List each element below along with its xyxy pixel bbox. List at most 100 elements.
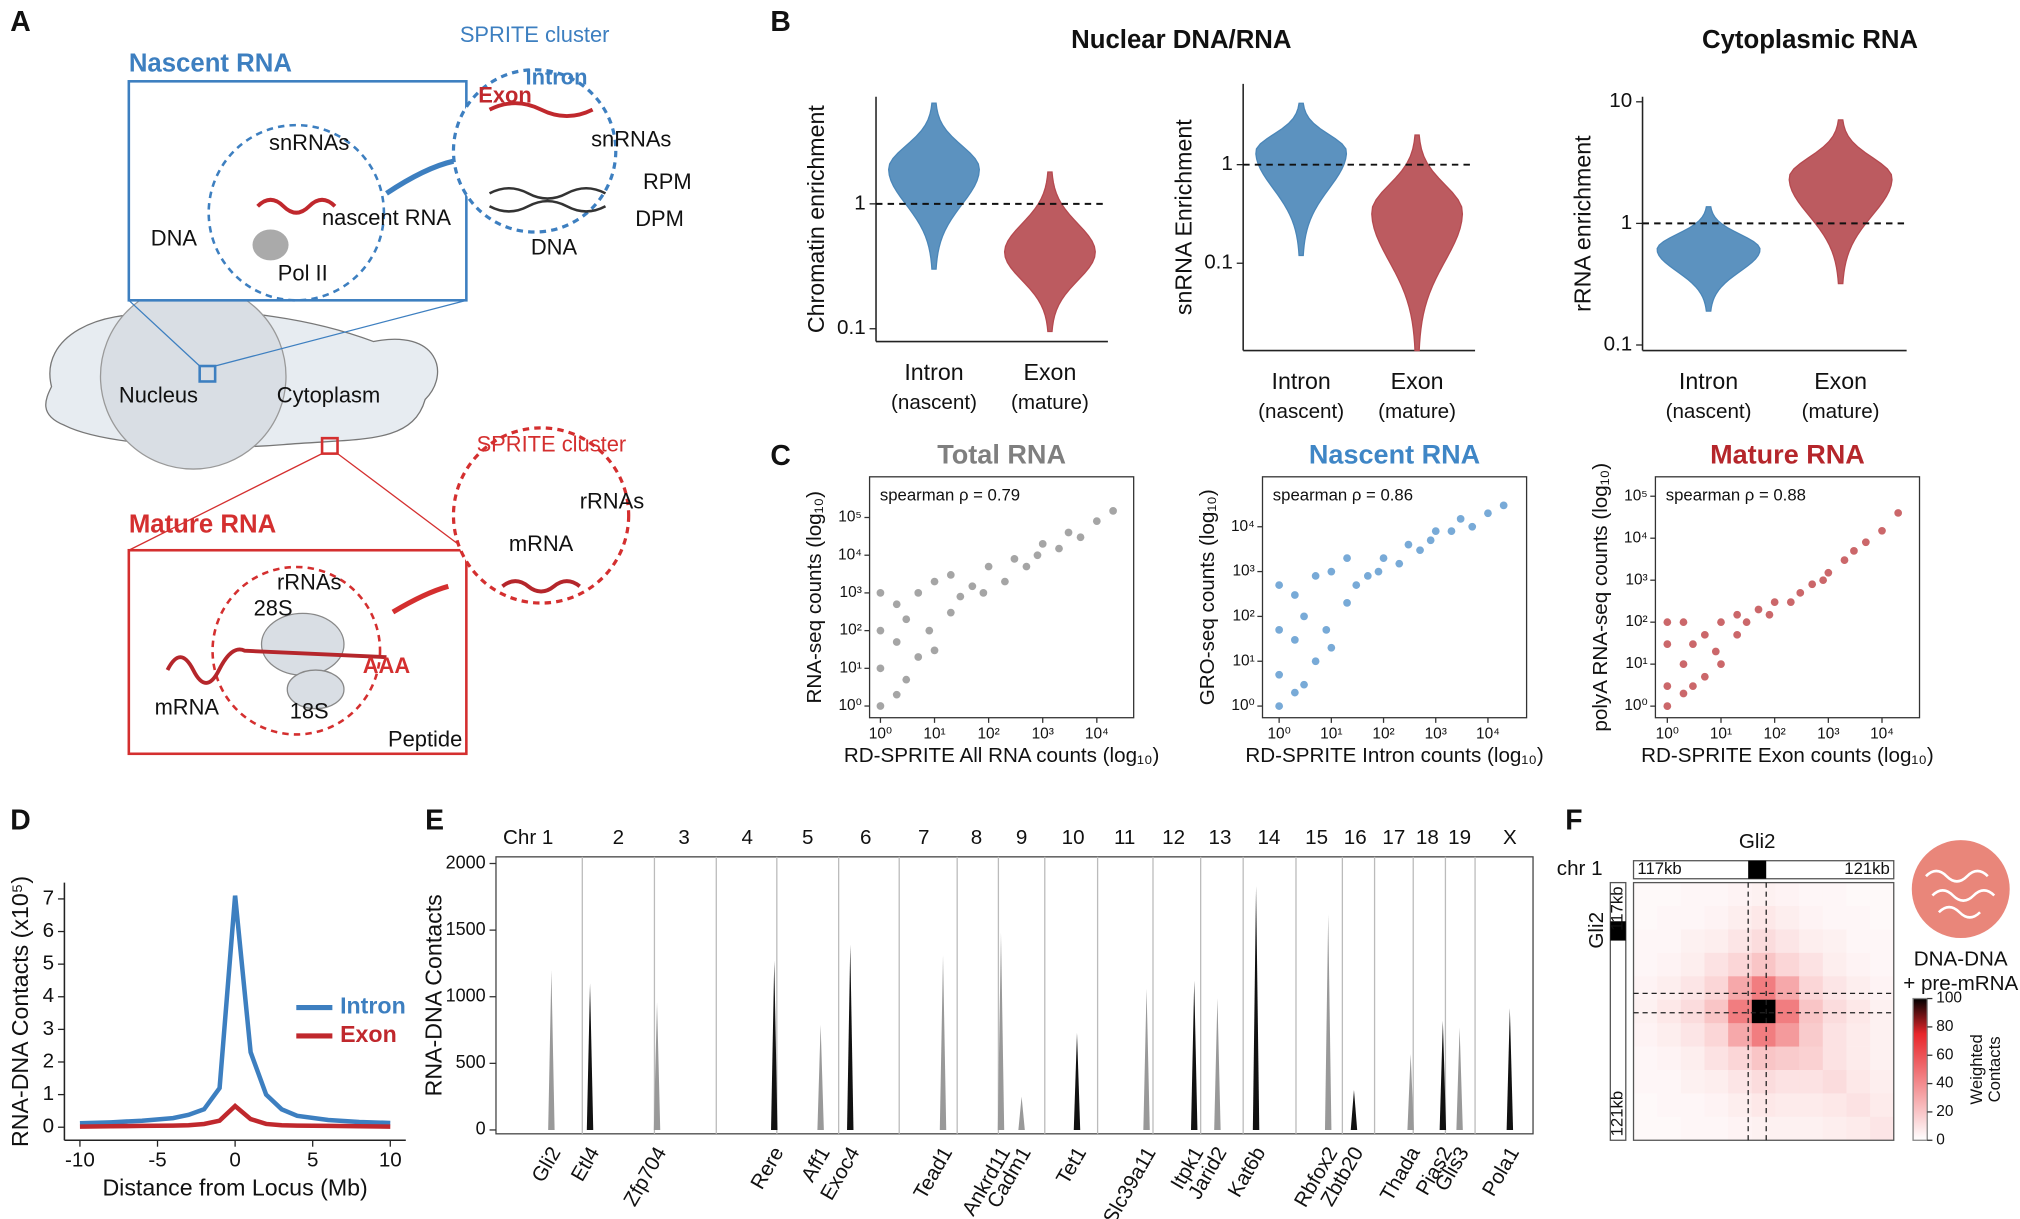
heat-cell [1870,1069,1895,1094]
point [1395,559,1404,568]
point [1092,517,1101,526]
annotation: spearman ρ = 0.86 [1273,486,1413,505]
label: Cytoplasm [277,383,380,408]
cluster-circle [207,123,386,302]
peak [847,944,854,1130]
y-tick-label: 10² [1625,613,1647,630]
label: snRNAs [591,126,671,151]
y-tick-label: 0.1 [1604,332,1633,355]
point [892,638,901,646]
heat-cell [1633,1116,1658,1141]
heat-cell [1799,1069,1824,1094]
x-axis-label: Distance from Locus (Mb) [102,1174,367,1200]
x-tick-note: (mature) [1011,391,1089,414]
point [1663,682,1672,690]
point [1819,576,1827,585]
label: Nucleus [119,383,198,408]
group-title: Nuclear DNA/RNA [1071,26,1291,54]
heat-cell [1870,1046,1895,1071]
heat-cell [1728,1069,1753,1094]
heat-cell [1822,1023,1847,1047]
heat-cell [1657,1093,1682,1118]
point [1022,562,1031,571]
chromosome-label: 5 [802,826,813,849]
point [1733,630,1742,639]
heat-cell [1680,1046,1705,1071]
chromosome-label: 10 [1062,826,1085,849]
x-tick-label: 10³ [1425,726,1447,743]
heat-cell [1633,1069,1658,1094]
connector [214,299,467,367]
y-axis-label: polyA RNA-seq counts (log₁₀) [1589,463,1612,732]
point [1275,702,1284,710]
label: SPRITE cluster [460,22,610,47]
point [1484,509,1492,518]
heat-cell [1633,1093,1658,1118]
point [1663,702,1672,711]
heat-cell [1704,1093,1729,1118]
y-tick-label: 10 [1609,89,1632,112]
heat-cell [1633,952,1658,977]
connector [337,453,467,551]
line [79,1103,391,1129]
point [1311,572,1320,580]
y-tick-label: 10³ [840,584,862,601]
icon [1911,840,2010,939]
heat-cell [1680,1023,1705,1047]
y-tick-label: 500 [456,1052,486,1072]
point [925,626,934,635]
point [1343,554,1351,562]
x-tick-label: 10² [1764,726,1786,743]
y-tick-label: 4 [43,984,54,1007]
x-tick-label: Intron [1679,368,1738,394]
chromosome-label: 9 [1016,826,1027,849]
chromosome-label: 11 [1114,826,1135,849]
heat-cell [1799,1046,1824,1071]
legend-label: Intron [340,993,406,1019]
x-tick-label: Exon [1814,368,1867,394]
heat-cell [1846,882,1871,907]
heat-cell [1751,929,1776,954]
heat-cell [1680,1116,1705,1141]
y-tick-label: 3 [43,1017,54,1040]
annotation: + pre-mRNA [1903,972,2018,995]
chromosome-label: 18 [1416,826,1439,849]
y-tick-label: 1 [854,191,865,214]
point [1711,647,1720,656]
heat-cell [1680,906,1705,930]
heat-cell [1799,882,1824,907]
heat-cell [1799,1093,1824,1118]
y-axis-label: Chromatin enrichment [803,105,829,334]
peak [1214,998,1221,1130]
x-tick-note: (nascent) [1258,400,1344,423]
peak [1506,1008,1514,1130]
y-tick-label: 0.1 [837,316,866,339]
heat-cell [1704,952,1729,977]
peak [1324,914,1332,1130]
y-tick-label: 10⁵ [1624,487,1648,504]
legend-label: Exon [340,1021,397,1047]
point [1679,618,1688,627]
point [1663,640,1672,648]
heat-cell [1728,906,1753,930]
chromosome-label: 19 [1448,826,1471,849]
peak [1018,1096,1025,1130]
heat-cell [1870,1116,1895,1141]
violin [1003,171,1096,333]
heat-cell [1870,906,1895,930]
point [984,562,993,571]
point [892,690,901,699]
zoom-box [320,436,339,455]
y-axis-label: RNA-DNA Contacts [421,894,447,1096]
chromosome-label: 3 [678,826,689,849]
heat-cell [1822,1116,1847,1141]
peak [1252,886,1260,1130]
chromosome-label: X [1503,826,1517,849]
x-tick-label: 5 [307,1148,318,1171]
gene-label: Kat6b [1223,1143,1270,1201]
point [1861,538,1870,547]
peak [1407,1054,1414,1130]
gene-label: Zfp704 [619,1143,671,1210]
heat-cell [1704,1046,1729,1071]
heat-cell [1799,929,1824,954]
